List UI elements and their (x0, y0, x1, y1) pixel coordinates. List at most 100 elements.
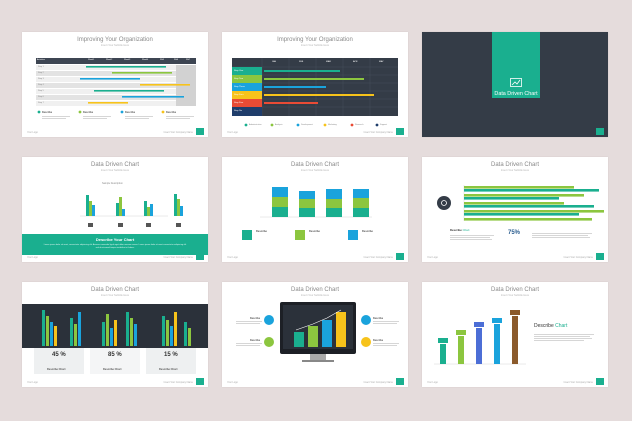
chart-title: Sample Description (102, 182, 123, 185)
slide-pillar-chart[interactable]: Data Driven Chart Insert Your Subtitle H… (422, 282, 608, 387)
describe-label: Describe (309, 230, 320, 233)
slide-subtitle: Insert Your Subtitle Here (500, 169, 530, 172)
gantt-row-label: Step 5 (38, 89, 44, 92)
title-panel (492, 32, 540, 98)
table-row-label: Step Two (234, 77, 244, 80)
page-number-badge (196, 253, 204, 260)
legend-label: Describe (83, 110, 94, 114)
page-number-badge (196, 128, 204, 135)
percent-value: 15 % (164, 352, 178, 358)
page-number-badge (396, 378, 404, 385)
page-number-badge (596, 378, 604, 385)
legend-label: Describe (42, 110, 53, 114)
gantt-header-week2: Week2 (106, 59, 113, 61)
page-number-badge (396, 253, 404, 260)
band-text: Lorem ipsum dolor sit amet, consectetur … (43, 244, 187, 249)
percent-label: Describe Chart (103, 368, 122, 371)
gantt-row-label: Step 1 (38, 65, 44, 68)
describe-label: Describe (373, 317, 384, 320)
describe-label: Describe (362, 230, 373, 233)
slide-bar-band[interactable]: Data Driven Chart Insert Your Subtitle H… (22, 157, 208, 262)
percent-value: 75% (508, 230, 521, 236)
slide-title: Data Driven Chart (290, 287, 340, 293)
legend-label: Research (355, 124, 364, 126)
footer-company: Insert Your Company Name (163, 381, 193, 384)
footer-company: Insert Your Company Name (563, 381, 593, 384)
gantt-chart (36, 58, 196, 119)
footer-company: Insert Your Company Name (163, 256, 193, 259)
page-number-badge (396, 128, 404, 135)
slide-subtitle: Insert Your Subtitle Here (300, 44, 330, 47)
describe-word: Chart (462, 228, 470, 232)
page-number-badge (196, 378, 204, 385)
slide-title: Data Driven Chart (490, 162, 540, 168)
footer-logo: Your Logo (27, 131, 38, 134)
slide-subtitle: Insert Your Subtitle Here (100, 169, 130, 172)
describe-word: Chart (555, 323, 568, 329)
describe-heading: Describe Chart (450, 228, 469, 232)
monitor-illustration (236, 302, 399, 362)
footer-logo: Your Logo (227, 381, 238, 384)
slide-colored-table[interactable]: Improving Your Organization Insert Your … (222, 32, 408, 137)
table-col-jan: JAN (272, 61, 277, 63)
slide-title: Data Driven Chart (490, 287, 540, 293)
table-row-label: Step Six (234, 110, 243, 112)
page-number-badge (596, 128, 604, 135)
slide-horizontal-bars[interactable]: Data Driven Chart Insert Your Subtitle H… (422, 157, 608, 262)
footer-company: Insert Your Company Name (163, 131, 193, 134)
table-chart (232, 58, 398, 127)
legend-label: Support (380, 124, 388, 126)
percent-label: Describe Chart (47, 368, 66, 371)
legend-label: Administrative (249, 124, 262, 126)
describe-label: Describe (373, 339, 384, 342)
footer-logo: Your Logo (227, 256, 238, 259)
table-row-label: Step Three (234, 85, 245, 88)
describe-label: Describe (250, 317, 261, 320)
slide-subtitle: Insert Your Subtitle Here (100, 294, 130, 297)
horizontal-bar-chart (437, 185, 604, 240)
table-row-label: Step Five (234, 101, 244, 104)
grouped-bar-chart (80, 194, 183, 227)
slide-gantt[interactable]: Improving Your Organization Insert Your … (22, 32, 208, 137)
pillar-chart (434, 310, 594, 365)
percent-label: Describe Chart (159, 368, 178, 371)
slide-subtitle: Insert Your Subtitle Here (300, 169, 330, 172)
gantt-header-activities: Activities (37, 59, 45, 61)
percent-value: 85 % (108, 352, 122, 358)
footer-company: Insert Your Company Name (563, 256, 593, 259)
stacked-bar-chart (242, 187, 372, 240)
legend-label: Marketing (328, 124, 337, 126)
slide-title: Improving Your Organization (277, 37, 353, 43)
slide-title: Data Driven Chart (90, 162, 140, 168)
gantt-row-label: Step 7 (38, 101, 44, 104)
footer-logo: Your Logo (427, 381, 438, 384)
describe-heading: Describe Chart (534, 323, 567, 329)
gantt-header-wk6: Wk6 (174, 59, 178, 61)
slide-subtitle: Insert Your Subtitle Here (300, 294, 330, 297)
table-col-may: MAY (379, 61, 384, 63)
footer-company: Insert Your Company Name (363, 381, 393, 384)
slide-title: Improving Your Organization (77, 37, 153, 43)
dark-bar-chart (22, 304, 208, 374)
footer-company: Insert Your Company Name (363, 131, 393, 134)
chart-icon (510, 78, 522, 88)
section-title: Data Driven Chart (494, 91, 538, 97)
description-band (22, 234, 208, 255)
table-col-mar: MAR (326, 61, 331, 63)
table-row-label: Step Four (234, 93, 244, 96)
legend-label: Describe (166, 110, 177, 114)
gantt-header-wk7: Wk7 (186, 59, 190, 61)
slide-stacked-bars[interactable]: Data Driven Chart Insert Your Subtitle H… (222, 157, 408, 262)
slide-monitor-chart[interactable]: Data Driven Chart Insert Your Subtitle H… (222, 282, 408, 387)
band-title: Describe Your Chart (95, 237, 135, 242)
gantt-row-label: Step 3 (38, 77, 44, 80)
slide-title: Data Driven Chart (290, 162, 340, 168)
gantt-header-wk5: Wk5 (160, 59, 164, 61)
gantt-header-week1: Week1 (88, 59, 95, 61)
slide-section-title[interactable]: Data Driven Chart (422, 32, 608, 137)
percent-value: 45 % (52, 352, 66, 358)
gantt-row-label: Step 6 (38, 95, 44, 98)
footer-company: Insert Your Company Name (363, 256, 393, 259)
slide-subtitle: Insert Your Subtitle Here (500, 294, 530, 297)
slide-dark-chart-percents[interactable]: Data Driven Chart Insert Your Subtitle H… (22, 282, 208, 387)
